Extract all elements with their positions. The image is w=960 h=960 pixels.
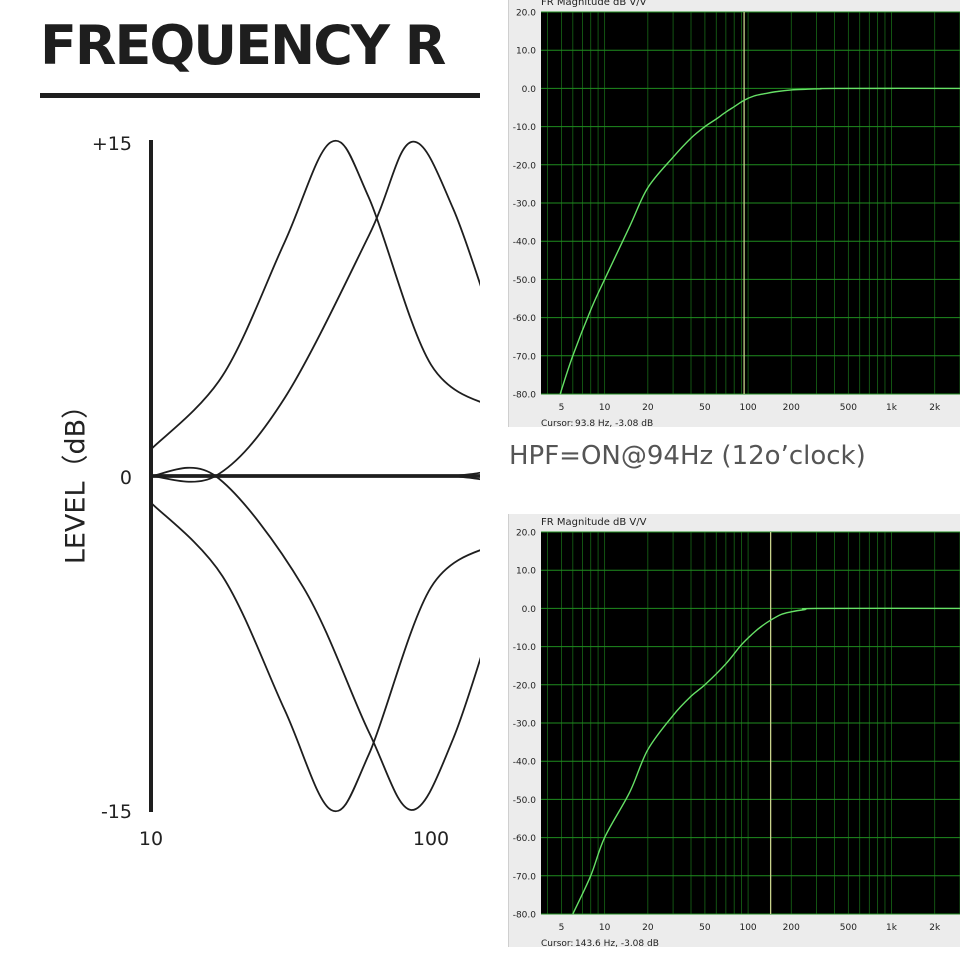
y-tick-label: 0.0: [522, 605, 537, 615]
x-tick-label: 2k: [929, 403, 941, 413]
y-tick-label: 10.0: [516, 567, 536, 577]
y-tick-label: -80.0: [513, 911, 537, 921]
x-tick-label: 10: [599, 403, 611, 413]
title-underline: [40, 93, 480, 98]
x-tick-label: 50: [699, 403, 711, 413]
x-tick-label: 500: [840, 923, 857, 933]
page-title: FREQUENCY R: [40, 14, 446, 77]
y-tick-label: +15: [92, 133, 132, 155]
x-tick-label: 5: [559, 403, 565, 413]
x-tick-label: 20: [642, 403, 654, 413]
y-tick-label: 20.0: [516, 529, 536, 539]
x-tick-label: 10: [139, 828, 163, 850]
y-tick-label: 0.0: [522, 85, 537, 95]
eq-curve-7: [452, 475, 480, 481]
x-tick-label: 10: [599, 923, 611, 933]
x-tick-label: 1k: [886, 923, 898, 933]
y-tick-label: 10.0: [516, 47, 536, 57]
y-tick-label: -20.0: [513, 681, 537, 691]
hpf-caption: HPF=ON@94Hz (12o’clock): [509, 441, 866, 471]
eq-curve-3: [150, 466, 480, 811]
plot-header: FR Magnitude dB V/V: [541, 0, 647, 8]
x-tick-label: 100: [739, 403, 756, 413]
y-tick-label: -70.0: [513, 352, 537, 362]
cursor-label: Cursor:: [541, 939, 573, 947]
y-tick-label: -50.0: [513, 796, 537, 806]
analyzer-bottom-svg: FR Magnitude dB V/V 20.0 10.0 0.0 -10.0 -20.0…: [513, 517, 960, 947]
x-tick-label: 1k: [886, 403, 898, 413]
magnitude-trace: [572, 607, 960, 915]
magnitude-trace: [559, 87, 960, 395]
x-tick-label: 50: [699, 923, 711, 933]
y-tick-label: -15: [101, 801, 132, 823]
y-tick-label: -70.0: [513, 872, 537, 882]
x-tick-label: 20: [642, 923, 654, 933]
x-tick-label: 200: [783, 923, 800, 933]
y-tick-label: -60.0: [513, 834, 537, 844]
x-tick-label: 2k: [929, 923, 941, 933]
eq-curve-1: [150, 139, 480, 451]
x-tick-label: 500: [840, 403, 857, 413]
y-tick-label: -10.0: [513, 643, 537, 653]
y-tick-label: -80.0: [513, 391, 537, 401]
y-tick-label: -40.0: [513, 758, 537, 768]
cursor-readout: 93.8 Hz, -3.08 dB: [575, 419, 653, 427]
y-tick-label: -20.0: [513, 161, 537, 171]
y-tick-label: -60.0: [513, 314, 537, 324]
analyzer-top-svg: FR Magnitude dB V/V 20.0 10.0 0.0 -10.0 -20.0…: [513, 0, 960, 427]
y-tick-label: -10.0: [513, 123, 537, 133]
cursor-readout: 143.6 Hz, -3.08 dB: [575, 939, 659, 947]
y-tick-label: -30.0: [513, 720, 537, 730]
y-tick-label: 0: [120, 467, 132, 489]
eq-response-chart: +15 0 -15 10 100: [92, 133, 480, 850]
y-tick-label: -30.0: [513, 200, 537, 210]
eq-diagram-panel: FREQUENCY R LEVEL（dB） +15 0 -15 10 100: [40, 14, 480, 850]
cursor-label: Cursor:: [541, 419, 573, 427]
eq-curve-2: [150, 140, 480, 483]
analyzer-plot-top: FR Magnitude dB V/V 20.0 10.0 0.0 -10.0 -20.0…: [508, 0, 960, 427]
plot-header: FR Magnitude dB V/V: [541, 517, 647, 528]
x-tick-label: 100: [739, 923, 756, 933]
y-tick-label: -50.0: [513, 276, 537, 286]
x-tick-label: 100: [413, 828, 449, 850]
y-tick-label: -40.0: [513, 238, 537, 248]
eq-curve-4: [150, 501, 480, 813]
x-tick-label: 200: [783, 403, 800, 413]
y-tick-label: 20.0: [516, 9, 536, 19]
x-tick-label: 5: [559, 923, 565, 933]
eq-curve-6: [452, 471, 480, 477]
analyzer-plot-bottom: FR Magnitude dB V/V 20.0 10.0 0.0 -10.0 -20.0…: [508, 514, 960, 947]
